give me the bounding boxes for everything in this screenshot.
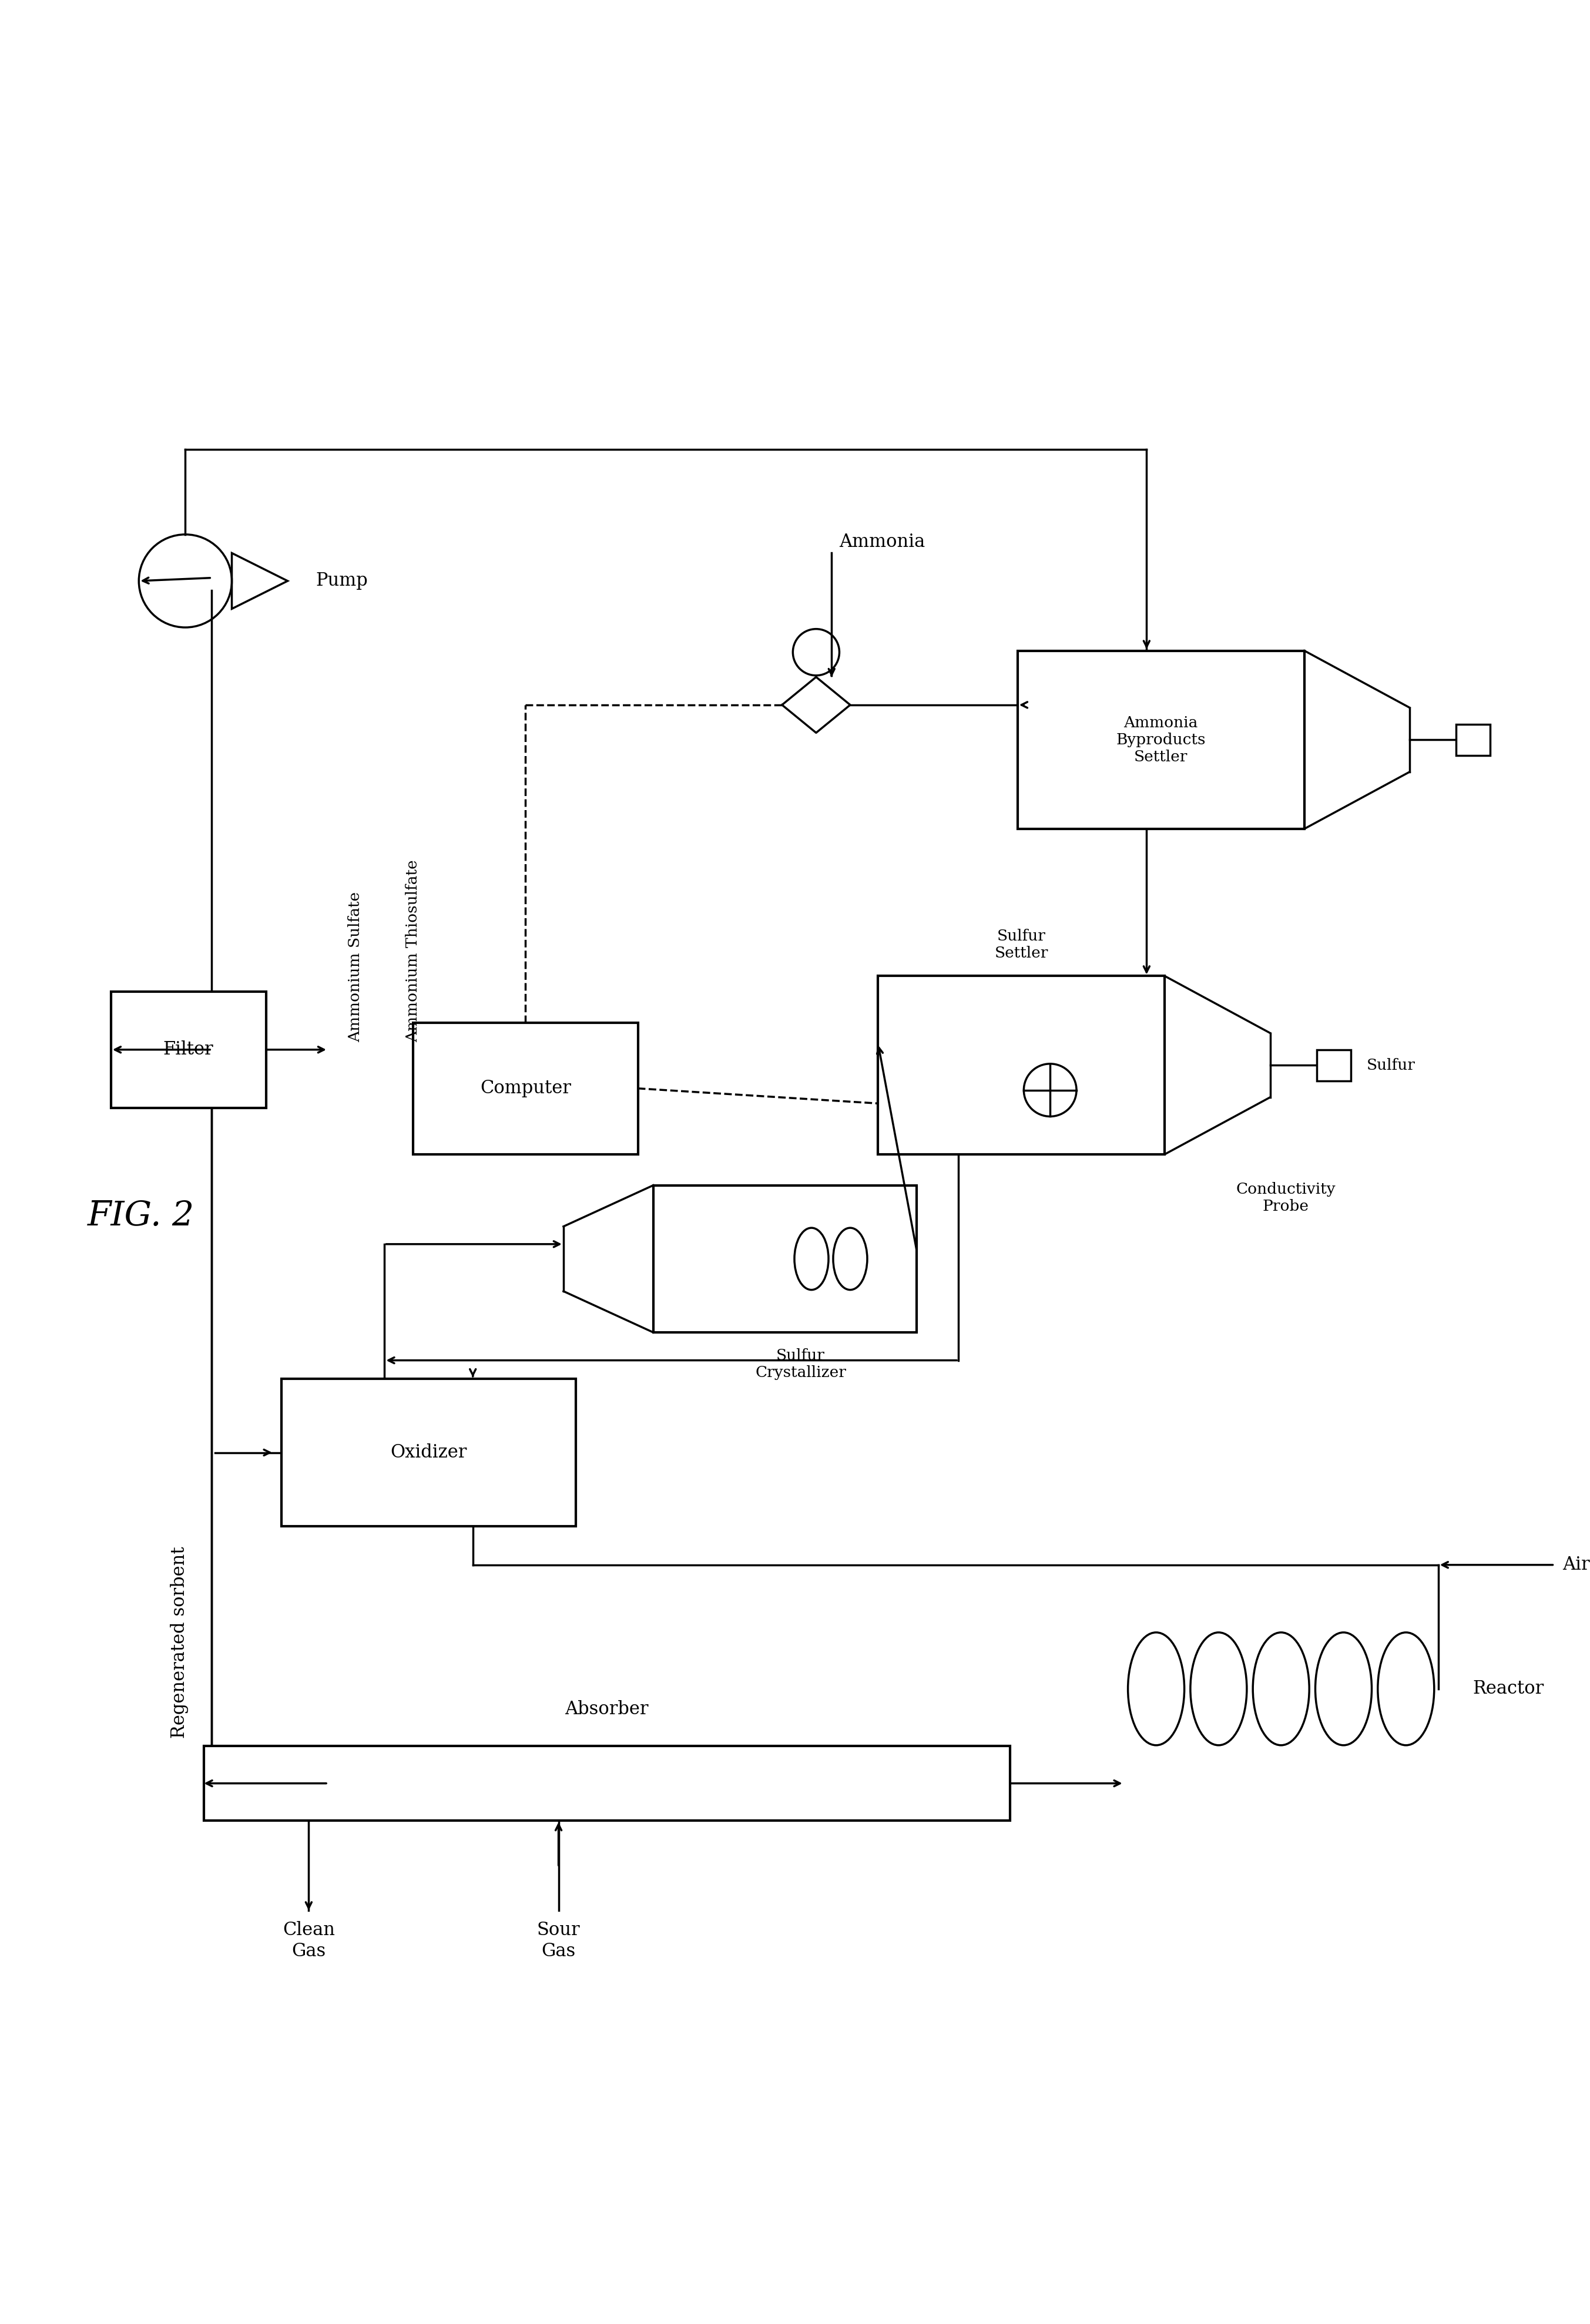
Ellipse shape <box>1127 1631 1185 1745</box>
Text: Filter: Filter <box>164 1041 213 1060</box>
Bar <box>1456 725 1490 755</box>
Bar <box>413 1023 638 1155</box>
Text: Air: Air <box>1563 1555 1590 1573</box>
Ellipse shape <box>1191 1631 1247 1745</box>
Bar <box>111 992 266 1109</box>
Text: Oxidizer: Oxidizer <box>391 1443 467 1462</box>
Text: Ammonia: Ammonia <box>840 532 925 551</box>
Text: Ammonia
Byproducts
Settler: Ammonia Byproducts Settler <box>1116 716 1205 765</box>
Bar <box>204 1745 1010 1820</box>
Text: Sulfur
Crystallizer: Sulfur Crystallizer <box>755 1348 846 1380</box>
Bar <box>878 976 1165 1155</box>
Text: Ammonium Sulfate: Ammonium Sulfate <box>348 892 363 1041</box>
Bar <box>653 1185 917 1332</box>
Ellipse shape <box>1253 1631 1309 1745</box>
Text: Sour
Gas: Sour Gas <box>537 1922 580 1961</box>
Bar <box>281 1378 576 1527</box>
Ellipse shape <box>795 1227 828 1290</box>
Text: Absorber: Absorber <box>564 1701 649 1717</box>
Text: Reactor: Reactor <box>1472 1680 1544 1699</box>
Ellipse shape <box>833 1227 867 1290</box>
Text: Clean
Gas: Clean Gas <box>283 1922 335 1961</box>
Bar <box>1018 651 1304 830</box>
Text: Conductivity
Probe: Conductivity Probe <box>1235 1183 1336 1213</box>
Text: FIG. 2: FIG. 2 <box>87 1199 194 1232</box>
Bar <box>1317 1050 1351 1081</box>
Text: Computer: Computer <box>480 1078 571 1097</box>
Text: Sulfur: Sulfur <box>1366 1057 1415 1071</box>
Ellipse shape <box>1379 1631 1434 1745</box>
Text: Sulfur
Settler: Sulfur Settler <box>995 930 1048 960</box>
Ellipse shape <box>1315 1631 1372 1745</box>
Text: Ammonium Thiosulfate: Ammonium Thiosulfate <box>405 860 420 1041</box>
Text: Regenerated sorbent: Regenerated sorbent <box>170 1545 189 1738</box>
Text: Pump: Pump <box>315 572 367 590</box>
